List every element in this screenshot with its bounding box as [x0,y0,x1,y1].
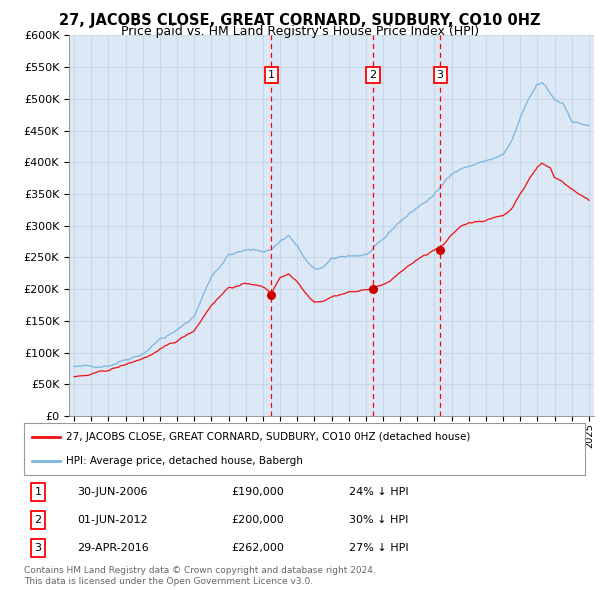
Text: 1: 1 [35,487,41,497]
Text: 3: 3 [35,543,41,553]
Text: HPI: Average price, detached house, Babergh: HPI: Average price, detached house, Babe… [66,456,303,466]
Text: This data is licensed under the Open Government Licence v3.0.: This data is licensed under the Open Gov… [24,577,313,586]
Text: 2: 2 [370,70,377,80]
Text: 2: 2 [34,515,41,525]
Text: £190,000: £190,000 [232,487,284,497]
Text: 27, JACOBS CLOSE, GREAT CORNARD, SUDBURY, CO10 0HZ (detached house): 27, JACOBS CLOSE, GREAT CORNARD, SUDBURY… [66,432,470,442]
Text: 29-APR-2016: 29-APR-2016 [77,543,149,553]
Text: 30% ↓ HPI: 30% ↓ HPI [349,515,409,525]
Text: 3: 3 [437,70,443,80]
Text: 27% ↓ HPI: 27% ↓ HPI [349,543,409,553]
Text: Price paid vs. HM Land Registry's House Price Index (HPI): Price paid vs. HM Land Registry's House … [121,25,479,38]
Text: 01-JUN-2012: 01-JUN-2012 [77,515,148,525]
Text: 30-JUN-2006: 30-JUN-2006 [77,487,148,497]
Text: £200,000: £200,000 [232,515,284,525]
Text: 1: 1 [268,70,275,80]
Text: £262,000: £262,000 [232,543,284,553]
Text: 27, JACOBS CLOSE, GREAT CORNARD, SUDBURY, CO10 0HZ: 27, JACOBS CLOSE, GREAT CORNARD, SUDBURY… [59,13,541,28]
Text: Contains HM Land Registry data © Crown copyright and database right 2024.: Contains HM Land Registry data © Crown c… [24,566,376,575]
Text: 24% ↓ HPI: 24% ↓ HPI [349,487,409,497]
